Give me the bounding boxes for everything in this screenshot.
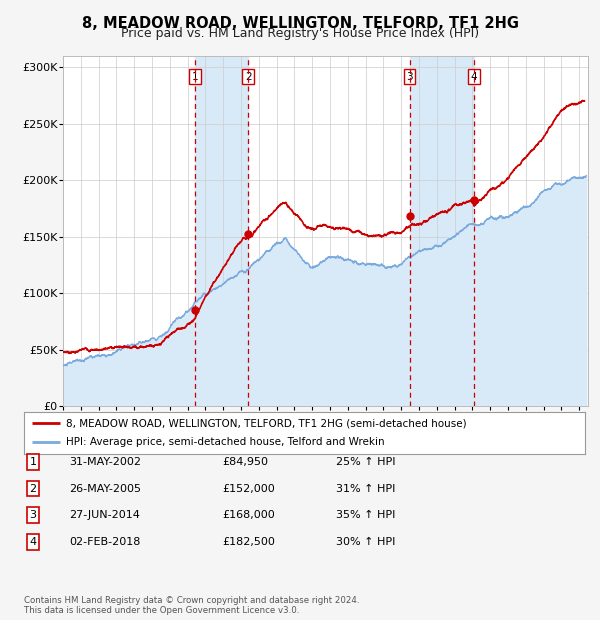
- Text: 2: 2: [245, 71, 251, 82]
- Text: 3: 3: [29, 510, 37, 520]
- Text: £168,000: £168,000: [222, 510, 275, 520]
- Text: £182,500: £182,500: [222, 537, 275, 547]
- Text: HPI: Average price, semi-detached house, Telford and Wrekin: HPI: Average price, semi-detached house,…: [66, 438, 385, 448]
- Text: 2: 2: [29, 484, 37, 494]
- Text: 1: 1: [29, 457, 37, 467]
- Text: Contains HM Land Registry data © Crown copyright and database right 2024.
This d: Contains HM Land Registry data © Crown c…: [24, 596, 359, 615]
- Text: 30% ↑ HPI: 30% ↑ HPI: [336, 537, 395, 547]
- Text: £152,000: £152,000: [222, 484, 275, 494]
- Text: 26-MAY-2005: 26-MAY-2005: [69, 484, 141, 494]
- Text: 27-JUN-2014: 27-JUN-2014: [69, 510, 140, 520]
- Text: 3: 3: [407, 71, 413, 82]
- Bar: [195, 56, 248, 406]
- Text: 31-MAY-2002: 31-MAY-2002: [69, 457, 141, 467]
- Text: 31% ↑ HPI: 31% ↑ HPI: [336, 484, 395, 494]
- Text: 02-FEB-2018: 02-FEB-2018: [69, 537, 140, 547]
- Text: 4: 4: [29, 537, 37, 547]
- Text: 1: 1: [192, 71, 199, 82]
- Text: Price paid vs. HM Land Registry's House Price Index (HPI): Price paid vs. HM Land Registry's House …: [121, 27, 479, 40]
- Text: 8, MEADOW ROAD, WELLINGTON, TELFORD, TF1 2HG (semi-detached house): 8, MEADOW ROAD, WELLINGTON, TELFORD, TF1…: [66, 418, 467, 428]
- Text: £84,950: £84,950: [222, 457, 268, 467]
- Text: 4: 4: [470, 71, 477, 82]
- Text: 8, MEADOW ROAD, WELLINGTON, TELFORD, TF1 2HG: 8, MEADOW ROAD, WELLINGTON, TELFORD, TF1…: [82, 16, 518, 30]
- Text: 25% ↑ HPI: 25% ↑ HPI: [336, 457, 395, 467]
- Text: 35% ↑ HPI: 35% ↑ HPI: [336, 510, 395, 520]
- Bar: [410, 56, 474, 406]
